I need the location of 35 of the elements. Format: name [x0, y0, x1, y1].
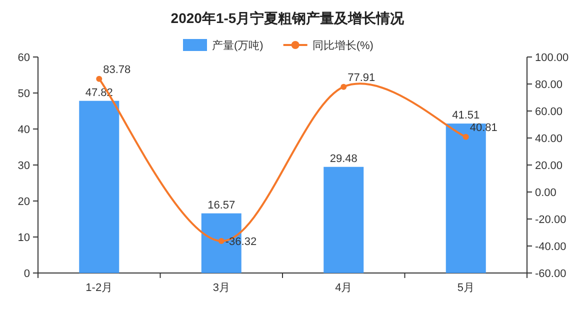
y2-tick-label: 80.00: [535, 79, 563, 91]
point: [96, 76, 102, 82]
y2-tick-label: 0.00: [535, 187, 556, 199]
y2-tick-label: 100.00: [535, 52, 569, 64]
point: [462, 134, 469, 140]
point: [218, 238, 224, 244]
y-tick-label: 10: [18, 232, 30, 244]
legend-label: 产量(万吨): [212, 39, 264, 52]
data-label: 16.57: [208, 199, 236, 212]
data-label: -36.32: [225, 236, 257, 248]
y-tick-label: 0: [24, 268, 30, 280]
y2-tick-label: 40.00: [535, 133, 563, 145]
y-tick-label: 30: [18, 160, 30, 172]
y2-tick-label: 20.00: [535, 160, 563, 172]
y2-tick-label: -20.00: [535, 214, 566, 226]
y-tick-label: 50: [18, 88, 30, 100]
data-label: 41.51: [452, 110, 480, 122]
y2-tick-label: -40.00: [535, 241, 566, 253]
y-tick-label: 40: [18, 124, 30, 136]
point: [340, 84, 347, 90]
y2-tick-label: 60.00: [535, 106, 563, 118]
data-label: 29.48: [330, 152, 358, 165]
bar: [79, 100, 120, 273]
data-label: 83.78: [103, 64, 131, 76]
legend-label: 同比增长(%): [312, 39, 374, 52]
x-tick-label: 1-2月: [86, 282, 113, 294]
y-tick-label: 20: [18, 196, 30, 208]
x-tick-label: 4月: [335, 282, 352, 294]
x-tick-label: 5月: [457, 282, 474, 294]
y-tick-label: 60: [18, 52, 30, 64]
data-label: 77.91: [348, 72, 376, 84]
bar: [324, 166, 364, 273]
chart-title: 2020年1-5月宁夏粗钢产量及增长情况: [170, 10, 406, 26]
x-tick-label: 3月: [212, 282, 230, 294]
y2-tick-label: -60.00: [535, 268, 566, 280]
